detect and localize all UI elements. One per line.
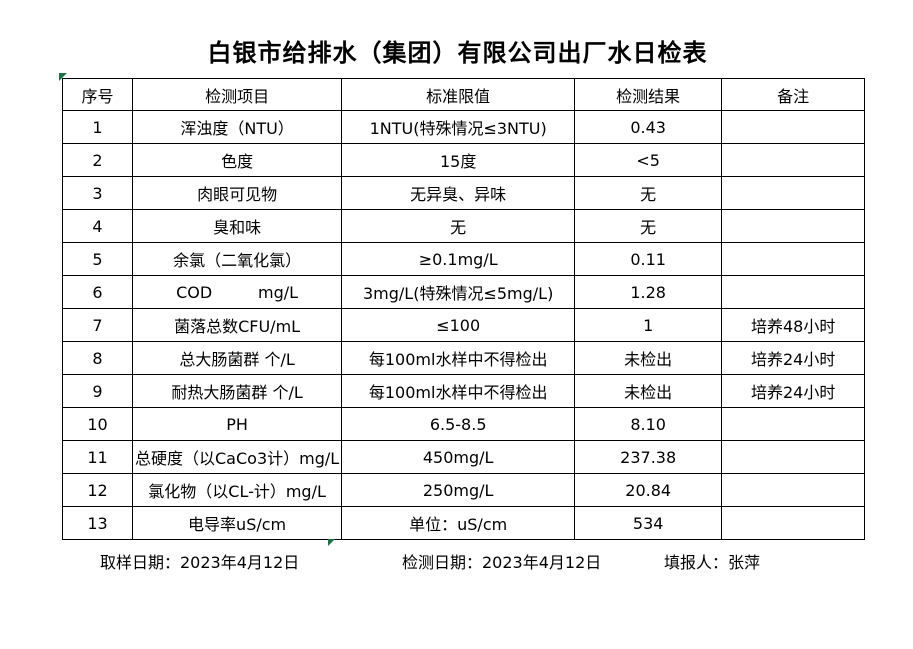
table-cell: 肉眼可见物 — [131, 176, 343, 210]
table-cell: 13 — [62, 506, 133, 540]
table-cell: 浑浊度（NTU） — [131, 110, 343, 144]
column-header-result: 检测结果 — [574, 78, 723, 111]
table-cell: 3 — [62, 176, 133, 210]
table-cell: ≤100 — [341, 308, 576, 342]
table-cell: 1NTU(特殊情况≤3NTU) — [341, 110, 576, 144]
table-cell: 20.84 — [574, 473, 723, 507]
table-cell: 11 — [62, 440, 133, 474]
table-cell: 电导率uS/cm — [131, 506, 343, 540]
test-date-text: 检测日期：2023年4月12日 — [402, 553, 602, 572]
table-cell: 7 — [62, 308, 133, 342]
table-cell — [721, 407, 866, 441]
table-cell: 培养48小时 — [721, 308, 866, 342]
table-row: 7 菌落总数CFU/mL ≤100 1 培养48小时 — [62, 308, 866, 342]
table-cell: 未检出 — [574, 341, 723, 375]
table-cell — [721, 143, 866, 177]
table-cell: 6 — [62, 275, 133, 309]
table-row: 4 臭和味无无 — [62, 209, 866, 243]
table-body: 1 浑浊度（NTU） 1NTU(特殊情况≤3NTU) 0.43 2 色度 15度 <5 3 肉眼可… — [62, 110, 866, 540]
table-cell — [721, 275, 866, 309]
table-cell: 总大肠菌群 个/L — [131, 341, 343, 375]
table-cell: 534 — [574, 506, 723, 540]
table-cell: 菌落总数CFU/mL — [131, 308, 343, 342]
table-cell — [721, 110, 866, 144]
table-row: 9 耐热大肠菌群 个/L 每100ml水样中不得检出 未检出 培养24小时 — [62, 374, 866, 408]
table-cell: 每100ml水样中不得检出 — [341, 374, 576, 408]
table-cell: 每100ml水样中不得检出 — [341, 341, 576, 375]
table-cell: 3mg/L(特殊情况≤5mg/L) — [341, 275, 576, 309]
table-row: 1 浑浊度（NTU） 1NTU(特殊情况≤3NTU) 0.43 — [62, 110, 866, 144]
table-cell: 6.5-8.5 — [341, 407, 576, 441]
inspection-table: 序号 检测项目 标准限值 检测结果 备注 1 浑浊度（NTU） 1NTU(特殊情况≤… — [62, 78, 866, 540]
table-cell: 4 — [62, 209, 133, 243]
table-cell: <5 — [574, 143, 723, 177]
table-cell: 培养24小时 — [721, 374, 866, 408]
table-cell — [721, 242, 866, 276]
excel-cell-marker-icon — [328, 539, 335, 546]
table-row: 13 电导率uS/cm 单位：uS/cm 534 — [62, 506, 866, 540]
table-cell: 15度 — [341, 143, 576, 177]
table-cell: 5 — [62, 242, 133, 276]
table-cell — [721, 209, 866, 243]
table-cell: 2 — [62, 143, 133, 177]
table-row: 2 色度 15度 <5 — [62, 143, 866, 177]
table-header-row: 序号 检测项目 标准限值 检测结果 备注 — [62, 78, 866, 111]
table-cell: 培养24小时 — [721, 341, 866, 375]
table-cell: 1.28 — [574, 275, 723, 309]
excel-corner-marker-icon — [59, 73, 67, 81]
table-cell: 无异臭、异味 — [341, 176, 576, 210]
table-cell: 色度 — [131, 143, 343, 177]
column-header-item: 检测项目 — [131, 78, 343, 111]
table-cell: 无 — [341, 209, 576, 243]
table-cell: 8 — [62, 341, 133, 375]
column-header-standard: 标准限值 — [341, 78, 576, 111]
table-row: 11 总硬度（以CaCo3计）mg/L 450mg/L 237.38 — [62, 440, 866, 474]
table-cell: 无 — [574, 209, 723, 243]
table-row: 6 COD mg/L 3mg/L(特殊情况≤5mg/L) 1.28 — [62, 275, 866, 309]
reporter-text: 填报人：张萍 — [664, 553, 761, 572]
column-header-remark: 备注 — [721, 78, 866, 111]
table-row: 8 总大肠菌群 个/L 每100ml水样中不得检出 未检出 培养24小时 — [62, 341, 866, 375]
table-cell: 10 — [62, 407, 133, 441]
table-cell: 0.43 — [574, 110, 723, 144]
footer: 取样日期：2023年4月12日 检测日期：2023年4月12日 填报人：张萍 — [0, 549, 913, 572]
column-header-index: 序号 — [62, 78, 133, 111]
table-cell — [721, 176, 866, 210]
table-cell: 9 — [62, 374, 133, 408]
table-cell: ≥0.1mg/L — [341, 242, 576, 276]
table-cell: 耐热大肠菌群 个/L — [131, 374, 343, 408]
table-cell: 臭和味 — [131, 209, 343, 243]
table-row: 10 PH 6.5-8.5 8.10 — [62, 407, 866, 441]
page-title: 白银市给排水（集团）有限公司出厂水日检表 — [207, 39, 708, 67]
table-cell: 无 — [574, 176, 723, 210]
table-cell: 8.10 — [574, 407, 723, 441]
table-cell: 237.38 — [574, 440, 723, 474]
table-cell — [721, 440, 866, 474]
table-cell — [721, 506, 866, 540]
table-cell — [721, 473, 866, 507]
table-cell: 未检出 — [574, 374, 723, 408]
table-cell: 1 — [62, 110, 133, 144]
table-row: 3 肉眼可见物 无异臭、异味无 — [62, 176, 866, 210]
table-cell: 余氯（二氧化氯） — [131, 242, 343, 276]
table-cell: 氯化物（以CL-计）mg/L — [131, 473, 343, 507]
table-cell: 450mg/L — [341, 440, 576, 474]
table-cell: 总硬度（以CaCo3计）mg/L — [131, 440, 343, 474]
table-cell: 250mg/L — [341, 473, 576, 507]
table-row: 5 余氯（二氧化氯） ≥0.1mg/L 0.11 — [62, 242, 866, 276]
table-cell: 12 — [62, 473, 133, 507]
table-row: 12 氯化物（以CL-计）mg/L 250mg/L 20.84 — [62, 473, 866, 507]
table-cell: 单位：uS/cm — [341, 506, 576, 540]
sample-date-text: 取样日期：2023年4月12日 — [100, 553, 300, 572]
table-cell: COD mg/L — [131, 275, 343, 309]
table-cell: 1 — [574, 308, 723, 342]
table-cell: 0.11 — [574, 242, 723, 276]
table-cell: PH — [131, 407, 343, 441]
